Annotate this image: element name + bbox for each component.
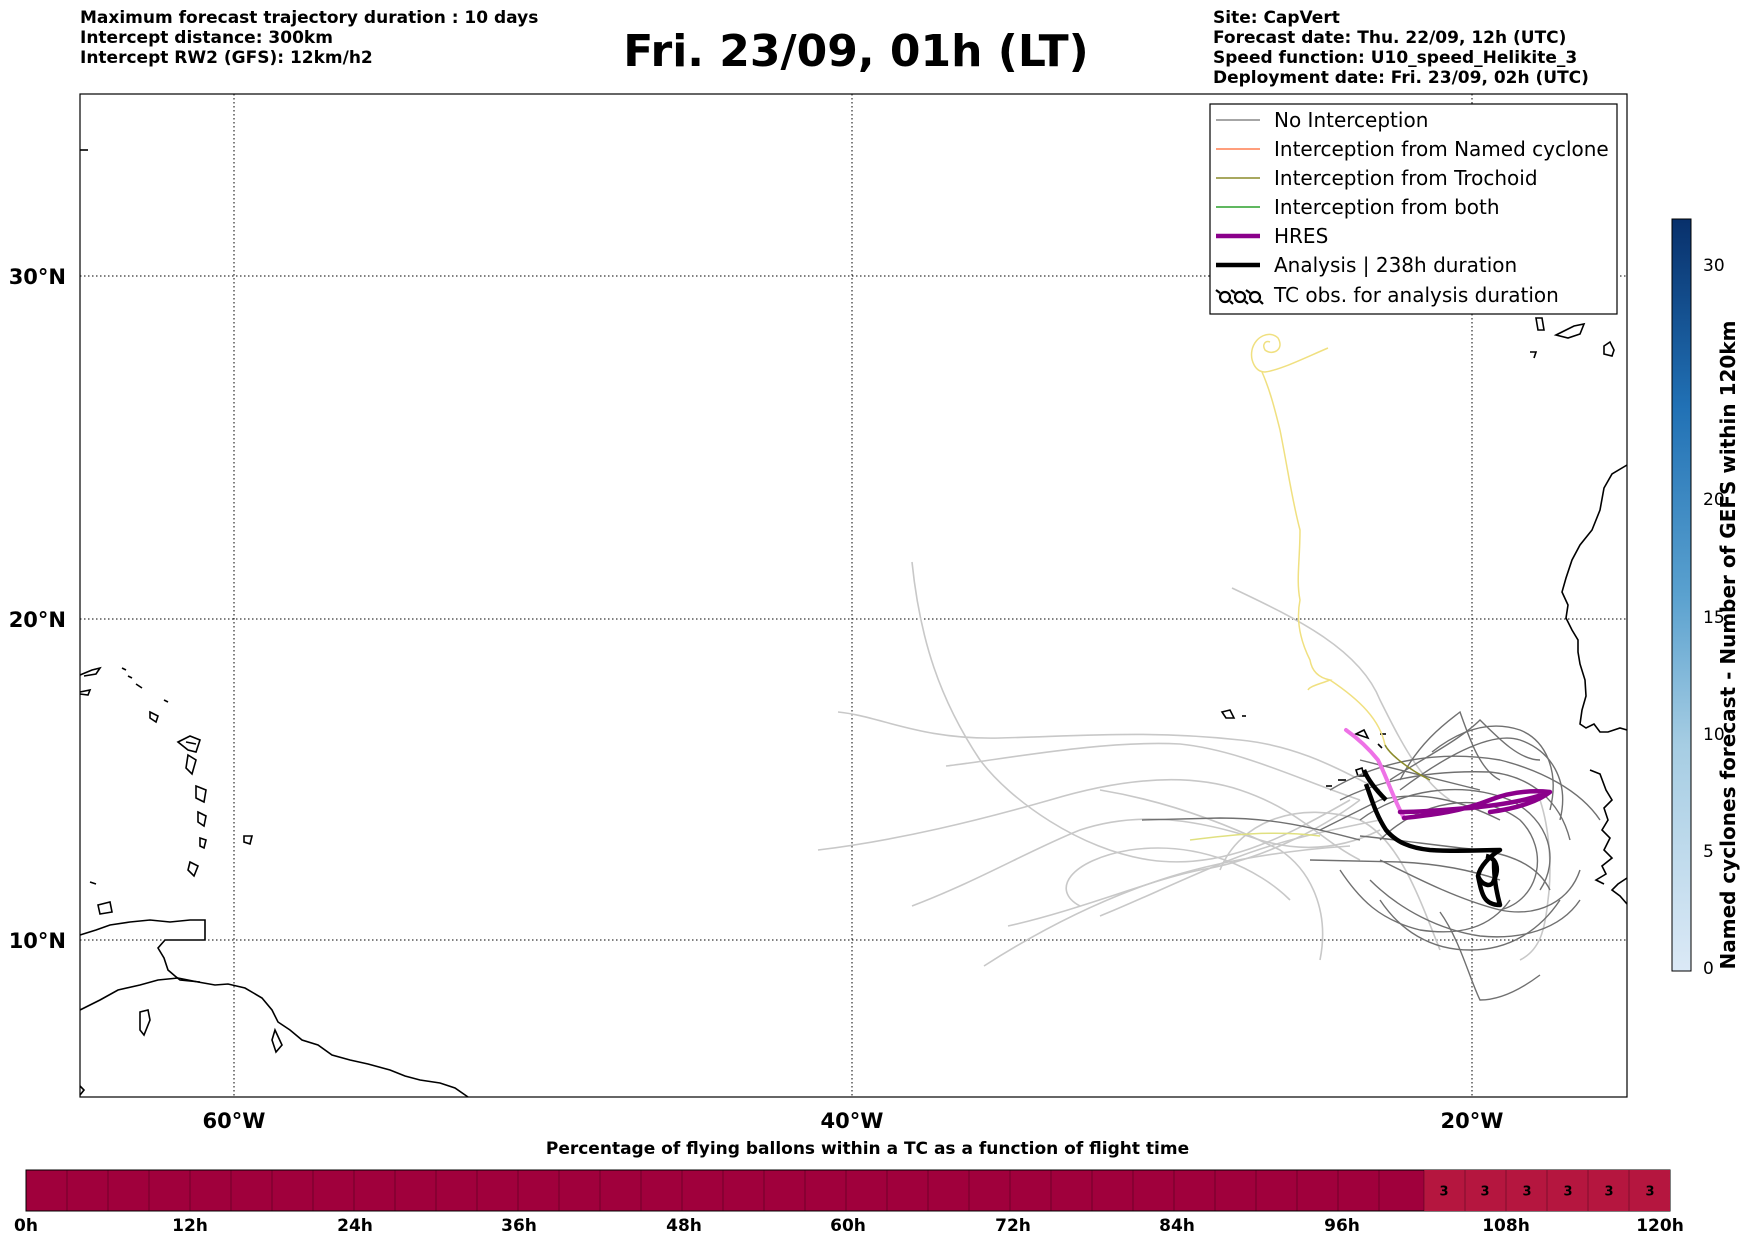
trajectory-analysis xyxy=(1361,769,1503,908)
legend-label-analysis: Analysis | 238h duration xyxy=(1274,253,1518,277)
header-right-info: Site: CapVert Forecast date: Thu. 22/09,… xyxy=(1213,8,1589,88)
timeline-tick: 96h xyxy=(1324,1216,1360,1236)
lon-tick-20w: 20°W xyxy=(1441,1109,1504,1133)
timeline-cell-value: 3 xyxy=(1522,1184,1532,1200)
timeline-tick: 120h xyxy=(1636,1216,1684,1236)
colorbar-tick-5: 5 xyxy=(1703,842,1714,862)
timeline-tick: 84h xyxy=(1159,1216,1195,1236)
timeline-title: Percentage of flying ballons within a TC… xyxy=(545,1139,1190,1159)
legend-box xyxy=(1209,103,1618,315)
header-left-info: Maximum forecast trajectory duration : 1… xyxy=(80,8,538,68)
timeline-tick: 72h xyxy=(995,1216,1031,1236)
timeline-cell-value: 3 xyxy=(1604,1184,1614,1200)
timeline-cell-value: 3 xyxy=(1439,1184,1449,1200)
timeline-tick: 12h xyxy=(172,1216,208,1236)
intercept-distance-text: Intercept distance: 300km xyxy=(80,28,333,48)
timeline-tick: 24h xyxy=(337,1216,373,1236)
legend-label-trochoid: Interception from Trochoid xyxy=(1274,166,1538,190)
lon-tick-40w: 40°W xyxy=(821,1109,884,1133)
trajectories-light xyxy=(817,561,1551,967)
timeline-bar xyxy=(25,1169,1671,1212)
lat-tick-30n: 30°N xyxy=(9,265,66,289)
timeline-tick: 48h xyxy=(666,1216,702,1236)
coastline-caribbean xyxy=(79,149,469,1098)
legend-label-no-interception: No Interception xyxy=(1274,108,1429,132)
trajectory-hres xyxy=(1344,728,1553,821)
colorbar-tick-10: 10 xyxy=(1703,725,1725,745)
timeline-tick: 60h xyxy=(830,1216,866,1236)
timeline-cell-value: 3 xyxy=(1645,1184,1655,1200)
coastline-africa xyxy=(1220,317,1628,905)
colorbar-tick-20: 20 xyxy=(1703,490,1725,510)
deployment-date-text: Deployment date: Fri. 23/09, 02h (UTC) xyxy=(1213,68,1589,88)
max-duration-text: Maximum forecast trajectory duration : 1… xyxy=(80,8,539,28)
timeline-cell-dividers xyxy=(66,1170,1630,1211)
legend-label-hres: HRES xyxy=(1274,224,1329,248)
lat-tick-20n: 20°N xyxy=(9,608,66,632)
colorbar xyxy=(1671,218,1692,972)
timeline-cell-value: 3 xyxy=(1480,1184,1490,1200)
cyclone-symbol-icon xyxy=(1215,289,1264,305)
timeline-tick: 0h xyxy=(14,1216,38,1236)
colorbar-tick-30: 30 xyxy=(1703,256,1725,276)
colorbar-tick-0: 0 xyxy=(1703,959,1714,979)
colorbar-tick-15: 15 xyxy=(1703,608,1725,628)
forecast-date-text: Forecast date: Thu. 22/09, 12h (UTC) xyxy=(1213,28,1567,48)
legend-label-tc-obs: TC obs. for analysis duration xyxy=(1274,283,1559,307)
timeline-tick: 36h xyxy=(501,1216,537,1236)
lon-tick-60w: 60°W xyxy=(203,1109,266,1133)
legend-label-named-cyclone: Interception from Named cyclone xyxy=(1274,137,1609,161)
timeline-cell-value: 3 xyxy=(1563,1184,1573,1200)
speed-function-text: Speed function: U10_speed_Helikite_3 xyxy=(1213,48,1578,68)
timeline-tick: 108h xyxy=(1482,1216,1530,1236)
legend-swatches xyxy=(1215,119,1264,305)
legend-label-both: Interception from both xyxy=(1274,195,1500,219)
site-text: Site: CapVert xyxy=(1213,8,1340,28)
intercept-rw2-text: Intercept RW2 (GFS): 12km/h2 xyxy=(80,48,373,68)
trajectories-trochoid xyxy=(1189,333,1431,841)
lat-tick-10n: 10°N xyxy=(9,929,66,953)
page-title: Fri. 23/09, 01h (LT) xyxy=(623,26,1089,77)
